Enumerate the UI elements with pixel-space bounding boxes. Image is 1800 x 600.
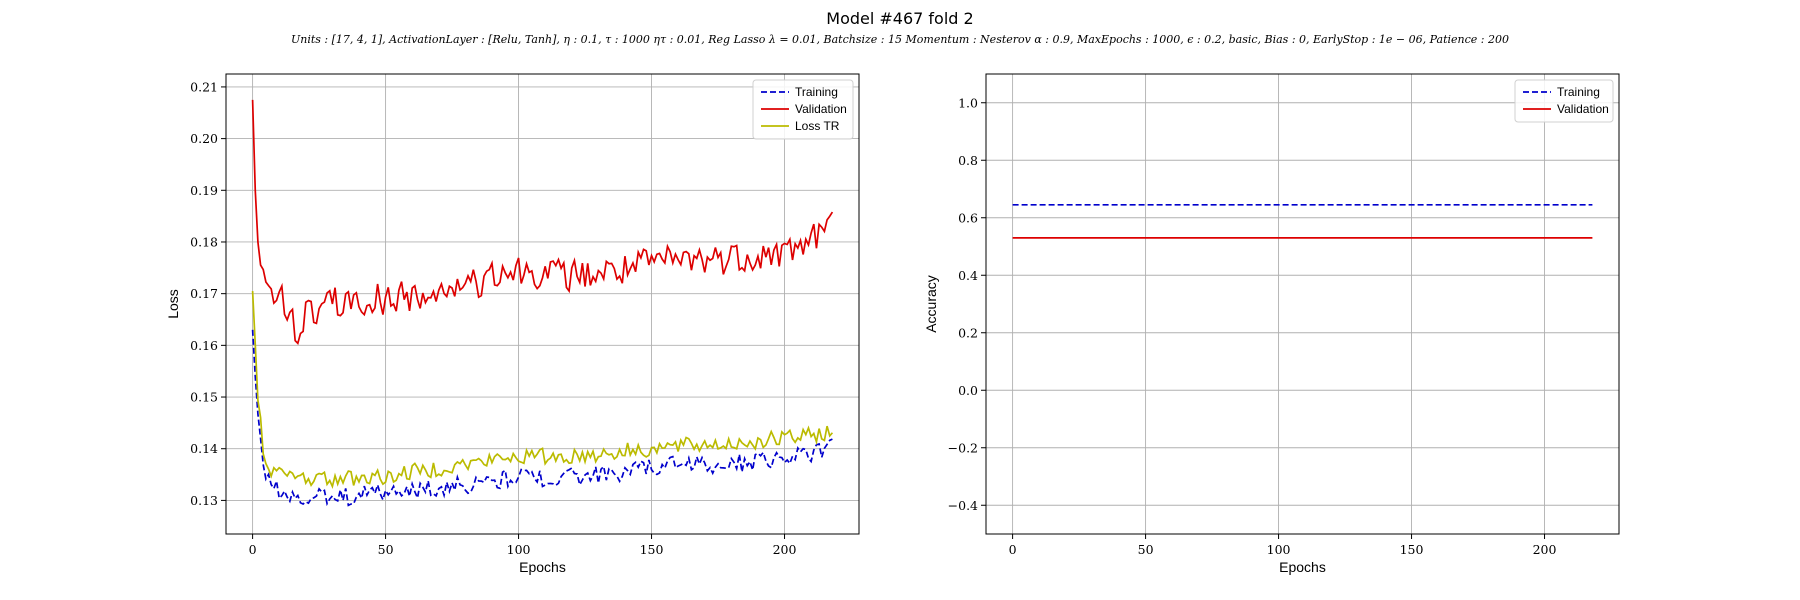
- y-tick-label: 0.0: [958, 383, 978, 398]
- plot-frame: [985, 73, 1620, 535]
- y-tick-label: 0.18: [190, 234, 218, 249]
- figure-subtitle: Units : [17, 4, 1], ActivationLayer : [R…: [291, 33, 1509, 46]
- x-tick-label: 0: [1009, 542, 1017, 557]
- legend-label: Training: [1557, 85, 1600, 99]
- y-tick-label: 0.6: [958, 210, 978, 225]
- y-tick-label: 0.17: [190, 286, 218, 301]
- legend-label: Training: [795, 85, 838, 99]
- x-axis-label: Epochs: [1279, 559, 1326, 575]
- x-tick-label: 100: [507, 542, 531, 557]
- x-tick-label: 150: [1400, 542, 1424, 557]
- series-line-validation: [251, 99, 834, 346]
- legend-label: Loss TR: [795, 119, 840, 133]
- legend-box: [1514, 79, 1614, 123]
- y-axis-label: Loss: [165, 289, 181, 319]
- y-tick-label: 0.2: [958, 325, 978, 340]
- y-tick-label: 0.14: [190, 441, 218, 456]
- plot-frame: [225, 73, 860, 535]
- y-tick-label: 0.8: [958, 153, 978, 168]
- loss-chart: 0 50 100 150 200 0.13 0.14 0.15 0.16 0.17 0.18 0.19…: [165, 73, 860, 575]
- legend: Training Validation Loss TR: [752, 79, 854, 140]
- x-tick-label: 0: [249, 542, 257, 557]
- y-tick-label: 0.15: [190, 390, 218, 405]
- legend-label: Validation: [795, 102, 847, 116]
- accuracy-chart: 0 50 100 150 200 −0.4 −0.2 0.0 0.2 0.4 0.6 0.8 1.0 Ep…: [923, 73, 1620, 575]
- figure-title: Model #467 fold 2: [826, 9, 973, 28]
- legend: Training Validation: [1514, 79, 1614, 123]
- y-tick-label: 0.13: [190, 493, 218, 508]
- y-tick-label: 0.20: [190, 131, 218, 146]
- series-line-loss-tr: [251, 291, 834, 490]
- x-tick-label: 200: [1533, 542, 1557, 557]
- y-tick-label: 0.21: [190, 79, 218, 94]
- x-axis-label: Epochs: [519, 559, 566, 575]
- legend-label: Validation: [1557, 102, 1609, 116]
- x-tick-label: 50: [378, 542, 394, 557]
- y-tick-label: −0.2: [948, 440, 978, 455]
- legend-box: [752, 79, 854, 140]
- y-tick-label: 0.19: [190, 183, 218, 198]
- x-tick-label: 150: [640, 542, 664, 557]
- x-tick-label: 200: [773, 542, 797, 557]
- y-tick-label: 0.4: [958, 268, 978, 283]
- y-axis-label: Accuracy: [923, 275, 939, 333]
- x-tick-label: 100: [1267, 542, 1291, 557]
- series-line-training: [251, 329, 833, 507]
- y-tick-label: −0.4: [948, 498, 978, 513]
- y-tick-label: 1.0: [958, 95, 978, 110]
- y-tick-label: 0.16: [190, 338, 218, 353]
- x-tick-label: 50: [1138, 542, 1154, 557]
